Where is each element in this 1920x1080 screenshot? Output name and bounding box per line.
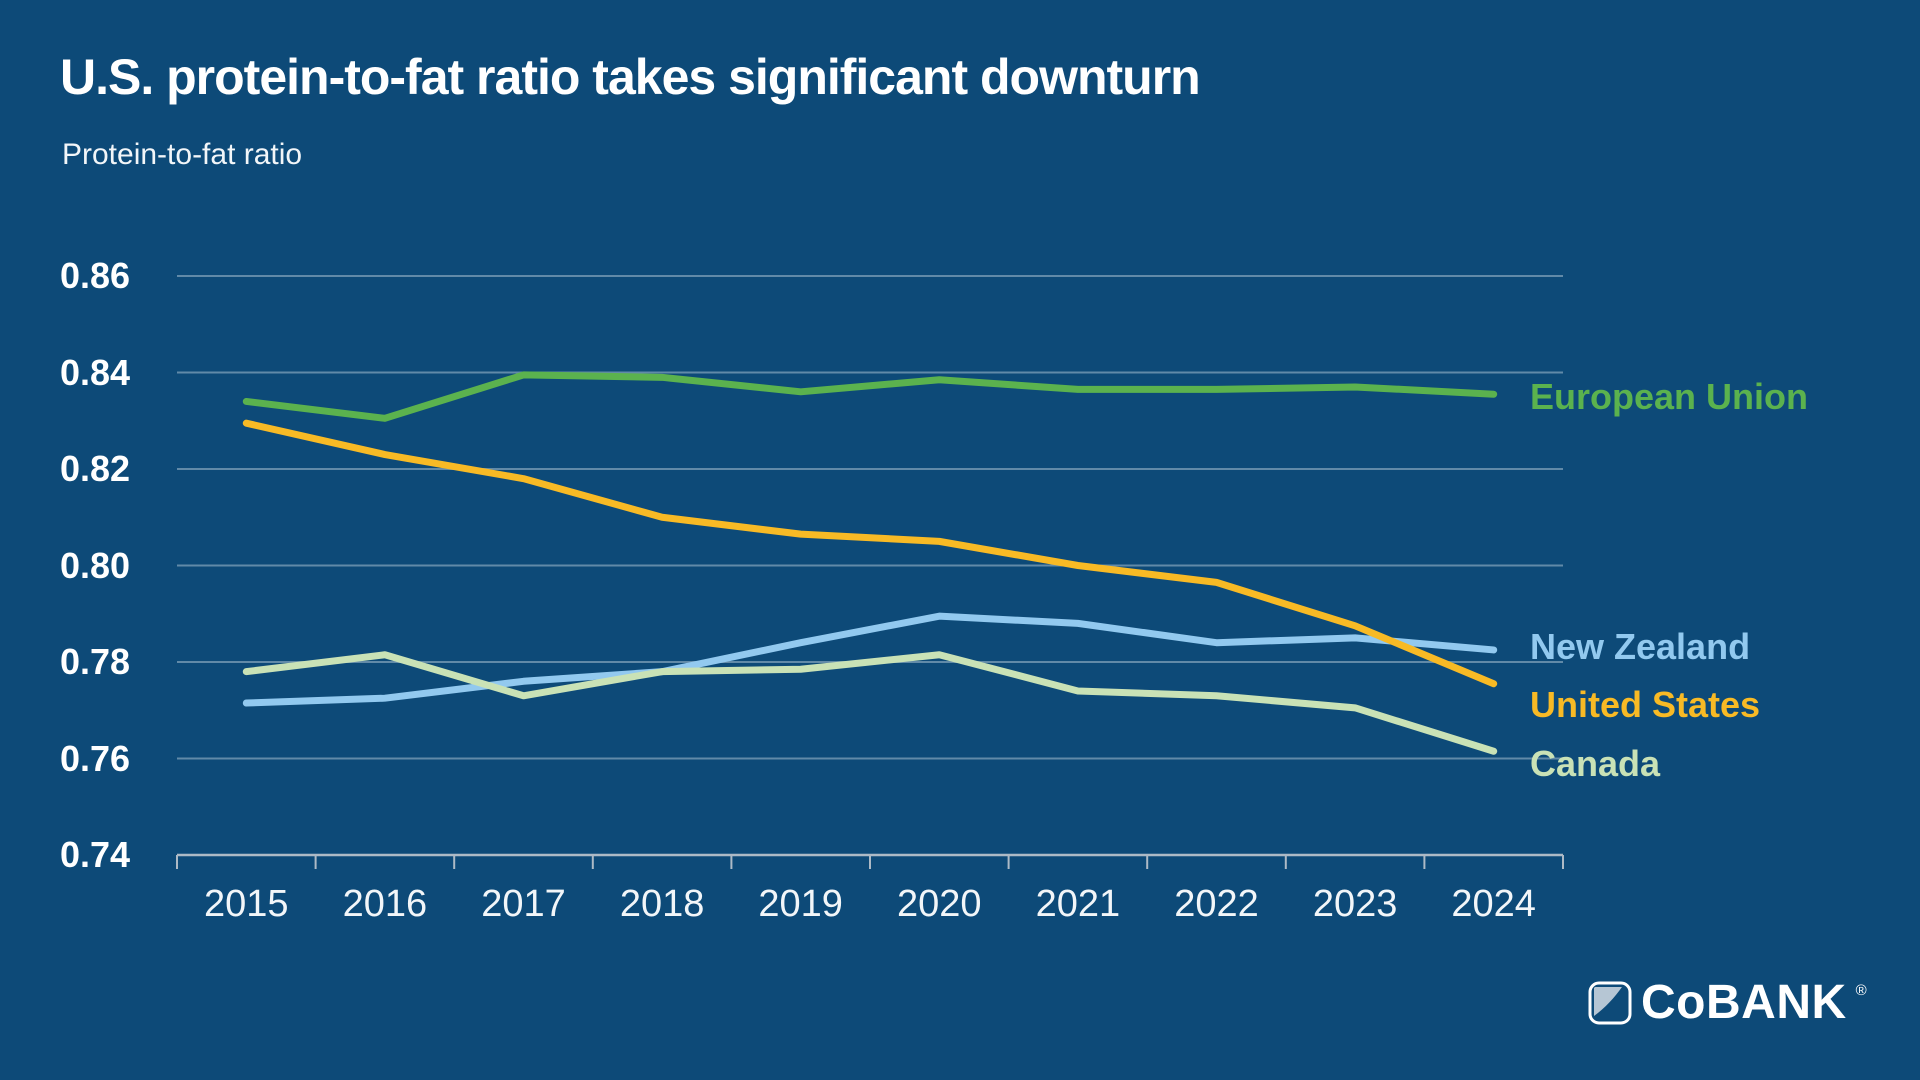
y-axis-title: Protein-to-fat ratio [62,138,303,171]
x-tick-label-2023: 2023 [1312,883,1398,925]
legend-label-european-union: European Union [1530,376,1808,417]
x-tick-label-2022: 2022 [1174,883,1259,925]
y-tick-label-0.74: 0.74 [60,834,131,875]
cobank-logo-text: CoBANK [1641,976,1847,1029]
y-tick-label-0.86: 0.86 [60,255,131,296]
chart-title: U.S. protein-to-fat ratio takes signific… [60,49,1201,105]
y-tick-label-0.82: 0.82 [60,448,131,489]
legend-label-new-zealand: New Zealand [1530,626,1751,667]
x-tick-label-2016: 2016 [342,883,428,925]
legend-label-united-states: United States [1530,684,1761,725]
legend-label-canada: Canada [1530,743,1661,784]
y-tick-label-0.80: 0.80 [60,544,131,586]
y-tick-label-0.76: 0.76 [60,737,131,779]
series-line-european-union [242,371,1498,422]
series-line-united-states [242,419,1498,688]
y-tick-label-0.84: 0.84 [60,351,131,393]
x-tick-label-2020: 2020 [897,883,982,925]
x-tick-label-2024: 2024 [1451,883,1536,925]
series-line-new-zealand [242,612,1498,707]
y-tick-label-0.78: 0.78 [60,641,131,682]
cobank-leaf-icon [1588,981,1632,1025]
series-line-canada [242,651,1498,755]
x-tick-label-2015: 2015 [204,883,289,925]
x-tick-label-2017: 2017 [481,883,566,925]
registered-mark: ® [1855,982,1867,999]
cobank-logo: CoBANK ® [1588,976,1867,1029]
x-tick-label-2018: 2018 [619,883,705,925]
x-tick-label-2021: 2021 [1035,883,1121,925]
x-tick-label-2019: 2019 [758,883,843,925]
